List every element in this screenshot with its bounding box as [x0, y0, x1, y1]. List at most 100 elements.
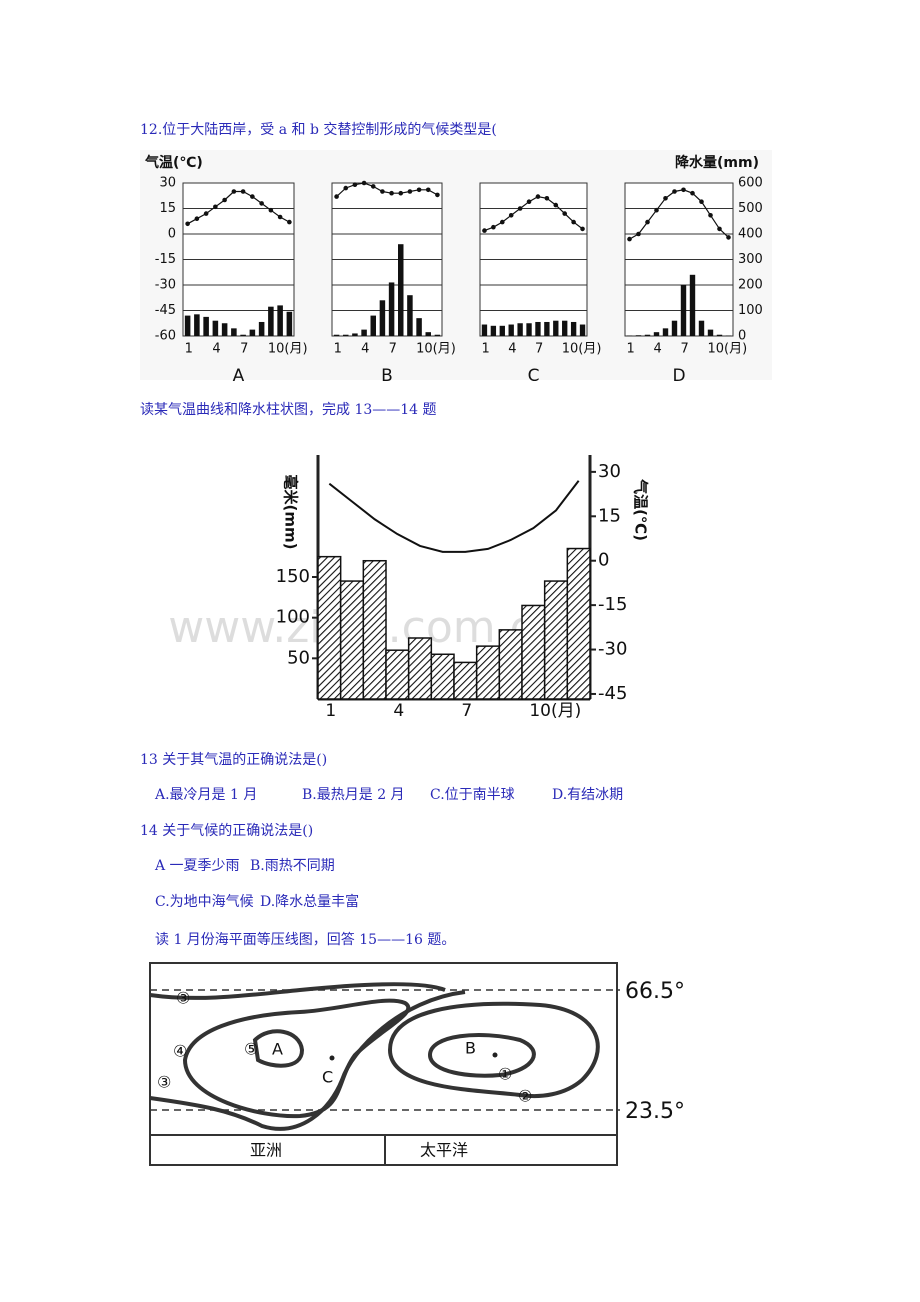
isobar	[182, 998, 410, 1119]
option: C.位于南半球	[430, 787, 515, 803]
precipitation-bar	[498, 629, 523, 700]
precipitation-bar	[481, 324, 488, 336]
temperature-point	[636, 231, 641, 237]
precipitation-bar	[343, 334, 349, 336]
x-tick-label: 1	[185, 342, 193, 357]
temperature-point	[334, 194, 339, 199]
temperature-point	[259, 201, 264, 206]
temperature-point	[416, 187, 422, 193]
precipitation-bar	[544, 321, 550, 336]
temperature-point	[517, 206, 523, 211]
option: C.为地中海气候	[155, 894, 254, 910]
isobar-label: ④	[173, 1042, 187, 1061]
x-tick-label: 4	[393, 701, 404, 721]
center-dot	[492, 1052, 498, 1058]
precipitation-bar	[212, 320, 219, 336]
precipitation-bar	[535, 321, 541, 336]
temperature-line	[328, 480, 580, 553]
x-tick-label: 7	[681, 342, 689, 357]
precipitation-bar	[490, 325, 497, 336]
temperature-point	[699, 199, 704, 204]
y2-tick-label: 15	[598, 505, 621, 526]
y-tick-label: 30	[159, 176, 176, 191]
temperature-point	[580, 226, 585, 232]
precipitation-bar	[398, 244, 404, 336]
x-tick-label: 4	[212, 342, 220, 357]
y2-tick-label: 500	[738, 201, 763, 216]
panel-label: B	[381, 366, 393, 386]
precipitation-bar	[671, 320, 678, 336]
y-tick-label: -15	[155, 252, 176, 267]
precipitation-bar	[626, 335, 633, 336]
x-tick-label: 1	[334, 342, 342, 357]
precipitation-bar	[526, 323, 532, 336]
temperature-point	[370, 184, 376, 189]
center-label: B	[465, 1039, 476, 1058]
precipitation-bar	[453, 661, 478, 700]
precipitation-bar	[221, 323, 228, 336]
precipitation-bar	[370, 315, 376, 336]
precipitation-bar	[407, 637, 433, 700]
precipitation-bar	[425, 332, 431, 336]
option: B.最热月是 2 月	[302, 787, 405, 803]
x-tick-label: 7	[240, 342, 248, 357]
precipitation-bar	[352, 333, 358, 336]
precipitation-bar	[184, 315, 191, 336]
y2-axis-label: 降水量(mm)	[675, 154, 759, 171]
temperature-point	[526, 199, 532, 204]
temperature-point	[398, 190, 404, 196]
temperature-point	[240, 189, 246, 194]
temperature-point	[708, 213, 713, 218]
temperature-point	[380, 189, 385, 194]
temperature-point	[499, 219, 505, 225]
temperature-point	[535, 194, 541, 199]
precipitation-bar	[240, 334, 246, 336]
x-tick-label: 4	[508, 342, 516, 357]
question-13: 13 关于其气温的正确说法是()	[140, 752, 328, 768]
y2-tick-label: 0	[738, 329, 746, 344]
precipitation-bar	[543, 580, 569, 700]
precipitation-bar	[362, 559, 387, 700]
x-tick-label: 10(月)	[268, 342, 308, 357]
isobar-label: ⑤	[244, 1040, 258, 1059]
precipitation-bar	[680, 285, 687, 336]
temperature-point	[553, 202, 559, 208]
temperature-point	[425, 187, 431, 193]
isobar	[387, 1001, 600, 1099]
option: A 一夏季少雨	[155, 858, 240, 874]
x-tick-label: 10(月)	[708, 342, 748, 357]
precipitation-bar	[689, 274, 696, 336]
temperature-point	[544, 196, 550, 201]
y2-tick-label: 0	[598, 550, 609, 571]
y2-tick-label: -45	[598, 683, 627, 704]
precipitation-bar	[339, 580, 365, 700]
temperature-point	[663, 196, 668, 201]
y-tick-label: 150	[276, 566, 310, 587]
y2-tick-label: -30	[598, 639, 627, 660]
question-12: 12.位于大陆西岸，受 a 和 b 交替控制形成的气候类型是(	[140, 122, 497, 138]
center-label: C	[322, 1068, 333, 1087]
precipitation-bar	[521, 604, 546, 700]
y-tick-label: 100	[276, 607, 310, 628]
precipitation-bar	[566, 547, 591, 700]
y-axis-label: 气温(℃)	[144, 154, 203, 171]
precipitation-bar	[508, 324, 514, 336]
temperature-point	[213, 204, 218, 210]
precipitation-bar	[725, 335, 732, 336]
question-14: 14 关于气候的正确说法是()	[140, 823, 314, 839]
precipitation-bar	[698, 320, 705, 336]
intro-15: 读 1 月份海平面等压线图，回答 15——16 题。	[155, 932, 456, 948]
x-tick-label: 1	[627, 342, 635, 357]
precipitation-bar	[317, 555, 342, 700]
y2-tick-label: 100	[738, 303, 763, 318]
temperature-point	[690, 190, 695, 196]
y2-tick-label: 300	[738, 252, 763, 267]
isobar-label: ①	[498, 1065, 512, 1084]
isobar-label: ②	[518, 1087, 532, 1106]
region-label: 亚洲	[250, 1141, 282, 1160]
x-tick-label: 4	[361, 342, 369, 357]
precipitation-bar	[517, 323, 523, 336]
temperature-point	[250, 194, 255, 199]
precipitation-bar	[231, 328, 237, 336]
precipitation-bar	[379, 300, 386, 336]
